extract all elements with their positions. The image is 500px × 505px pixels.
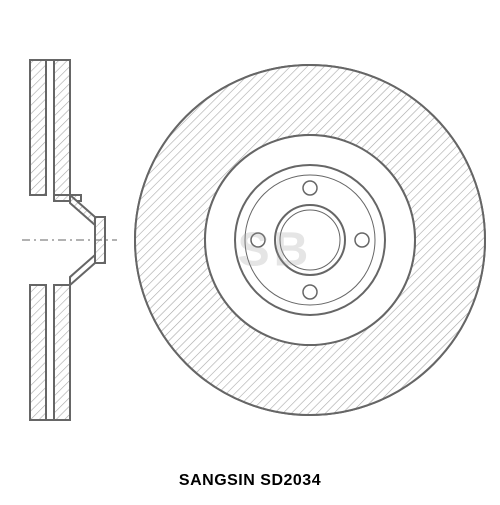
brake-disc-diagram: SB SANGSIN SD2034 [0, 0, 500, 500]
diagram-svg [0, 0, 500, 500]
svg-container [0, 0, 500, 500]
brand-partnumber-label: SANGSIN SD2034 [0, 472, 500, 490]
brand-text: SANGSIN [179, 472, 255, 489]
partnumber-text: SD2034 [260, 472, 321, 489]
